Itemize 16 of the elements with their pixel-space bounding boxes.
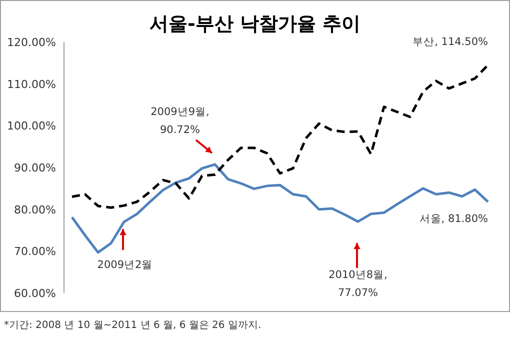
y-tick-label: 120.00%: [7, 36, 56, 49]
y-tick-label: 110.00%: [7, 78, 56, 91]
y-tick-label: 80.00%: [14, 203, 56, 216]
y-tick-label: 90.00%: [14, 162, 56, 174]
chart-title: 서울-부산 낙찰가율 추이: [149, 13, 361, 35]
y-tick-label: 60.00%: [14, 287, 56, 300]
text: *기간: 2008 년 10 월~2011 년 6 월, 6 월은 26 일까지.: [4, 320, 262, 331]
annotation: 2009년9월, 90.72%: [150, 106, 210, 136]
line-series: [70, 64, 490, 209]
line-series: [70, 163, 490, 254]
annotation: 부산, 114.50%: [412, 36, 488, 48]
y-tick-label: 70.00%: [14, 245, 56, 258]
y-tick-label: 100.00%: [7, 120, 56, 133]
annotation: 2009년2월: [97, 259, 153, 271]
annotation: 서울, 81.80%: [419, 213, 488, 225]
annotation: 2010년8월, 77.07%: [328, 269, 388, 299]
